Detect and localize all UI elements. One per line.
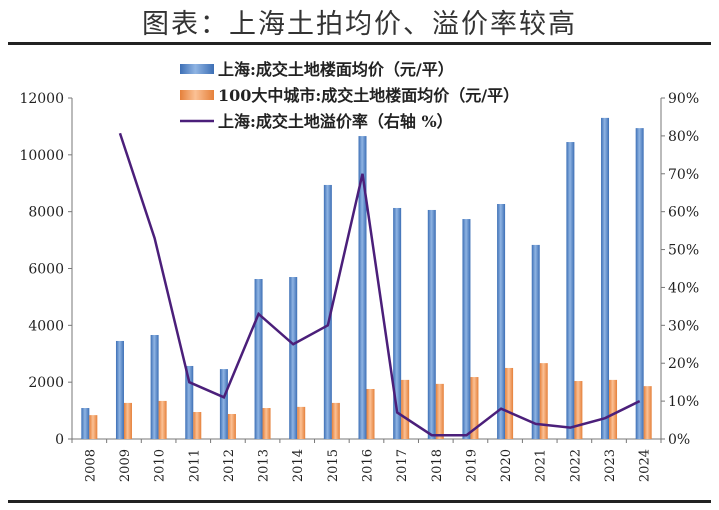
bar-shanghai-price	[601, 117, 610, 440]
bar-100-cities-price	[123, 402, 132, 439]
bar-100-cities-price	[262, 408, 271, 439]
x-tick-label: 2016	[361, 449, 376, 482]
x-tick-label: 2019	[464, 449, 479, 482]
bar-shanghai-price	[427, 209, 436, 439]
bar-100-cities-price	[539, 363, 548, 439]
bar-shanghai-price	[462, 219, 471, 439]
bar-shanghai-price	[81, 408, 90, 439]
x-tick-label: 2011	[187, 449, 202, 482]
bar-shanghai-price	[289, 277, 298, 439]
x-tick-label: 2013	[257, 449, 272, 482]
y2-tick-label: 40%	[668, 280, 699, 296]
line-shanghai-premium-rate	[118, 132, 641, 437]
bar-shanghai-price	[185, 365, 194, 439]
bar-100-cities-price	[435, 383, 444, 439]
bar-shanghai-price	[531, 244, 540, 439]
y-tick-label: 10000	[19, 148, 64, 164]
x-tick-label: 2012	[222, 449, 237, 482]
bar-100-cities-price	[89, 415, 98, 439]
y2-tick-label: 0%	[668, 432, 690, 448]
x-tick-label: 2017	[395, 449, 410, 482]
y-tick-label: 8000	[28, 205, 64, 221]
bar-100-cities-price	[366, 388, 375, 439]
bar-100-cities-price	[193, 412, 202, 439]
y2-tick-label: 60%	[668, 205, 699, 221]
x-tick-label: 2018	[430, 449, 445, 482]
bottom-rule	[8, 500, 711, 503]
x-tick-label: 2010	[153, 449, 168, 482]
y-tick-label: 0	[55, 432, 64, 448]
x-tick-label: 2015	[326, 449, 341, 482]
bar-shanghai-price	[115, 340, 124, 439]
x-tick-label: 2014	[291, 449, 306, 482]
y2-tick-label: 30%	[668, 318, 699, 334]
legend-label: 100大中城市:成交土地楼面均价（元/平）	[218, 86, 519, 105]
legend-swatch-shanghai-price	[180, 64, 214, 74]
y2-tick-label: 50%	[668, 243, 699, 259]
bar-100-cities-price	[574, 381, 583, 439]
x-tick-label: 2020	[499, 449, 514, 482]
x-tick-label: 2022	[568, 449, 583, 482]
chart-title: 图表：上海土拍均价、溢价率较高	[142, 9, 577, 40]
bar-shanghai-price	[254, 279, 263, 439]
y-tick-label: 2000	[28, 375, 64, 391]
bar-100-cities-price	[505, 367, 514, 439]
bar-100-cities-price	[331, 402, 340, 439]
bar-100-cities-price	[297, 406, 306, 439]
y-tick-label: 4000	[28, 318, 64, 334]
x-tick-label: 2024	[638, 449, 653, 482]
bar-shanghai-price	[393, 207, 402, 439]
x-tick-label: 2023	[603, 449, 618, 482]
bar-100-cities-price	[401, 379, 410, 439]
legend-label: 上海:成交土地溢价率（右轴 %）	[218, 112, 453, 131]
y2-tick-label: 10%	[668, 394, 699, 410]
x-tick-label: 2021	[534, 449, 549, 482]
legend-swatch-100-cities	[180, 90, 214, 100]
x-tick-label: 2009	[118, 449, 133, 482]
legend-label: 上海:成交土地楼面均价（元/平）	[218, 60, 454, 79]
bar-100-cities-price	[643, 386, 652, 439]
bar-shanghai-price	[323, 184, 332, 439]
bar-100-cities-price	[609, 379, 618, 439]
bar-shanghai-price	[635, 128, 644, 439]
x-tick-label: 2008	[83, 449, 98, 482]
bar-shanghai-price	[150, 334, 159, 439]
title-rule	[8, 42, 711, 45]
y-tick-label: 12000	[19, 91, 64, 107]
bar-shanghai-price	[497, 203, 506, 439]
bar-shanghai-price	[358, 136, 367, 439]
bar-shanghai-price	[566, 142, 575, 439]
y2-tick-label: 20%	[668, 356, 699, 372]
y2-tick-label: 80%	[668, 129, 699, 145]
y-tick-label: 6000	[28, 262, 64, 278]
y2-tick-label: 90%	[668, 91, 699, 107]
bar-100-cities-price	[227, 413, 236, 439]
bar-shanghai-price	[219, 369, 228, 439]
bar-100-cities-price	[470, 377, 479, 439]
y2-tick-label: 70%	[668, 167, 699, 183]
bar-100-cities-price	[158, 400, 167, 439]
